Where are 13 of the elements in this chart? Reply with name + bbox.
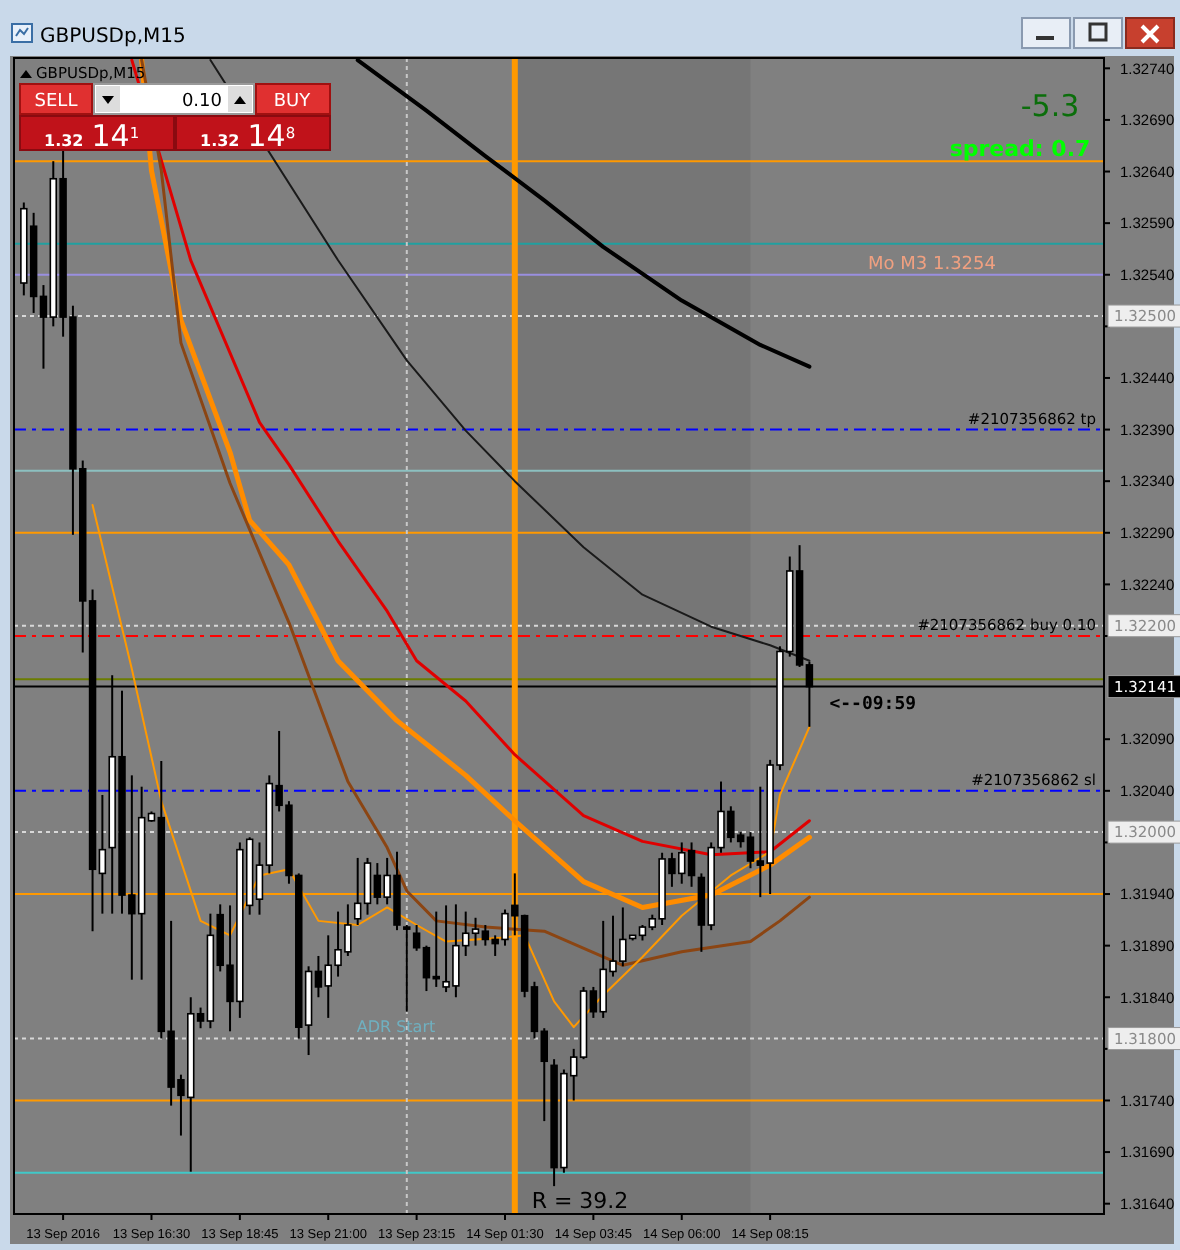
annotation: SELL — [34, 92, 78, 112]
annotation: spread: 0.7 — [949, 136, 1091, 162]
annotation: -5.3 — [1020, 88, 1080, 124]
chart-title: GBPUSDp,M15 — [40, 26, 186, 48]
annotation: R = 39.2 — [531, 1188, 629, 1214]
annotation: ADR Start — [356, 1018, 436, 1036]
annotation: BUY — [273, 92, 312, 112]
annotation: 0.10 — [181, 92, 223, 112]
annotation: <--09:59 — [829, 694, 917, 715]
annotation: 1.32 14$^{8}$ — [200, 118, 296, 154]
annotation: Mo M3 1.3254 — [868, 255, 997, 276]
annotation: 1.32 14$^{1}$ — [44, 118, 140, 154]
candlestick — [403, 924, 411, 1013]
